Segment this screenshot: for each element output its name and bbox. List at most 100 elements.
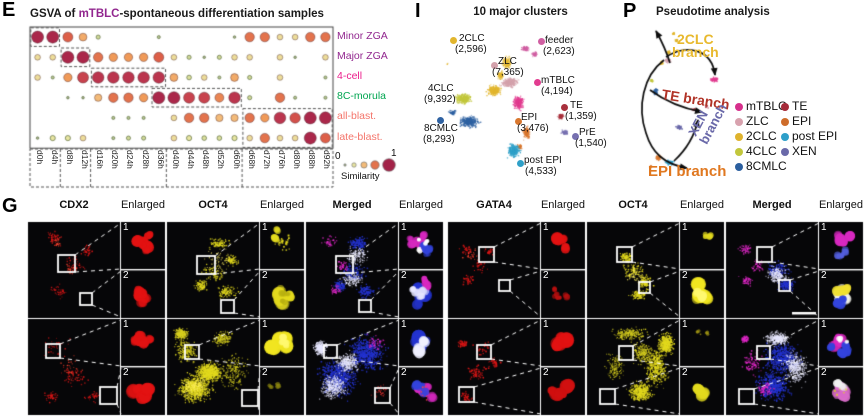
g-enlarged-sub-label: 1	[262, 222, 268, 233]
e-x-label: d24h	[125, 150, 136, 169]
g-header-merged: Merged	[752, 199, 792, 211]
g-enlarged-sub-label: 2	[262, 367, 268, 378]
p-legend-item: ZLC	[735, 115, 769, 128]
g-header-oct4: OCT4	[198, 199, 228, 211]
g-enlarged-sub-label: 1	[682, 222, 688, 233]
e-x-label: d8h	[64, 150, 75, 165]
g-enlarged-sub-label: 1	[123, 319, 129, 330]
p-legend-item: 4CLC	[735, 145, 777, 158]
e-row-label: 8C-morula	[337, 90, 387, 103]
cluster-dot-epi	[515, 118, 522, 125]
e-x-label: d20h	[110, 150, 121, 169]
similarity-max-label: 1	[391, 148, 397, 159]
e-x-label: d44h	[186, 150, 197, 169]
panel-letter-e: E	[2, 0, 16, 21]
p-legend-item: TE	[781, 100, 807, 113]
cluster-dot-te	[561, 104, 568, 111]
g-header-cdx2: CDX2	[59, 199, 89, 211]
p-legend-dot	[781, 103, 789, 111]
e-x-label: d40h	[170, 150, 181, 169]
cluster-count: (4,533)	[525, 166, 557, 177]
g-enlarged-sub-label: 1	[401, 319, 407, 330]
cluster-label: feeder	[545, 35, 574, 46]
g-enlarged-sub-label: 1	[821, 222, 827, 233]
g-enlarged-sub-label: 2	[401, 367, 407, 378]
p-legend-dot	[735, 148, 743, 156]
p-legend-label: mTBLC	[746, 99, 787, 113]
g-enlarged-sub-label: 2	[821, 270, 827, 281]
branch-label-2clc-branch: branch	[672, 44, 719, 60]
g-enlarged-sub-label: 2	[682, 270, 688, 281]
g-enlarged-sub-label: 2	[262, 270, 268, 281]
panel-i-title: 10 major clusters	[473, 6, 568, 18]
g-header-enlarged: Enlarged	[679, 199, 725, 211]
panel-letter-i: I	[415, 0, 421, 22]
p-legend-label: TE	[792, 99, 808, 113]
g-header-enlarged: Enlarged	[120, 199, 166, 211]
p-legend-item: XEN	[781, 145, 817, 158]
branch-label-epi-branch: EPI branch	[648, 163, 727, 180]
g-enlarged-sub-label: 2	[682, 367, 688, 378]
g-enlarged-sub-label: 2	[543, 270, 549, 281]
e-x-label: d16h	[95, 150, 106, 169]
g-enlarged-sub-label: 1	[262, 319, 268, 330]
g-header-enlarged: Enlarged	[818, 199, 864, 211]
p-legend-dot	[735, 163, 743, 171]
cluster-count: (1,540)	[575, 138, 607, 149]
e-x-label: d36h	[155, 150, 166, 169]
g-enlarged-sub-label: 2	[123, 270, 129, 281]
e-x-label: d68h	[246, 150, 257, 169]
panel-letter-g: G	[2, 195, 18, 217]
cluster-label: post EPI	[524, 155, 562, 166]
cluster-dot-feeder	[538, 38, 545, 45]
cluster-label: PrE	[579, 127, 596, 138]
cluster-dot-zlc	[491, 62, 498, 69]
e-x-label: d0h	[34, 150, 45, 165]
p-legend-item: 8CMLC	[735, 160, 787, 173]
panel-e-title-suffix: -spontaneous differentiation samples	[119, 8, 324, 20]
e-x-label: d52h	[216, 150, 227, 169]
e-x-label: d92h	[322, 150, 333, 169]
g-header-oct4: OCT4	[618, 199, 648, 211]
cluster-label: 8CMLC	[424, 123, 458, 134]
e-row-label: all-blast.	[337, 110, 377, 123]
cluster-count: (1,359)	[565, 111, 597, 122]
g-enlarged-sub-label: 1	[682, 319, 688, 330]
panel-p-title: Pseudotime analysis	[656, 6, 770, 18]
cluster-count: (2,623)	[543, 46, 575, 57]
g-header-enlarged: Enlarged	[540, 199, 586, 211]
g-enlarged-sub-label: 2	[543, 367, 549, 378]
panel-e-title: GSVA of mTBLC-spontaneous differentiatio…	[30, 8, 324, 20]
e-x-label: d76h	[276, 150, 287, 169]
cluster-label: TE	[570, 100, 583, 111]
cluster-count: (2,596)	[455, 44, 487, 55]
p-legend-label: 2CLC	[746, 129, 777, 143]
e-row-label: Minor ZGA	[337, 29, 388, 42]
branch-label-2clc-branch: 2CLC	[677, 31, 714, 47]
p-legend-label: EPI	[792, 114, 812, 128]
cluster-dot-mtblc	[534, 79, 541, 86]
g-enlarged-sub-label: 1	[543, 319, 549, 330]
g-header-gata4: GATA4	[476, 199, 512, 211]
cluster-label: EPI	[521, 112, 538, 123]
cluster-count: (4,194)	[541, 86, 573, 97]
g-header-merged: Merged	[332, 199, 372, 211]
p-legend-item: 2CLC	[735, 130, 777, 143]
e-x-label: d60h	[231, 150, 242, 169]
p-legend-dot	[735, 103, 743, 111]
cluster-dot-2clc	[450, 37, 457, 44]
g-header-enlarged: Enlarged	[259, 199, 305, 211]
similarity-legend-title: Similarity	[341, 171, 380, 182]
e-row-label: late-blast.	[337, 130, 383, 143]
cluster-label: 4CLC	[428, 83, 454, 94]
p-legend-dot	[735, 118, 743, 126]
g-enlarged-sub-label: 2	[401, 270, 407, 281]
p-legend-item: post EPI	[781, 130, 837, 143]
cluster-count: (3,476)	[517, 123, 549, 134]
p-legend-dot	[781, 133, 789, 141]
e-row-label: Major ZGA	[337, 49, 388, 62]
cluster-dot-pre	[572, 133, 579, 140]
e-x-label: d48h	[201, 150, 212, 169]
